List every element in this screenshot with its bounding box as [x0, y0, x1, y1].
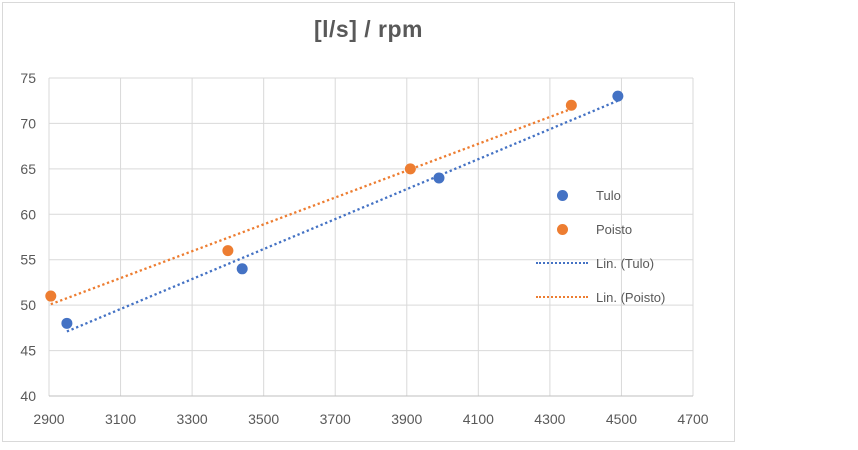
legend-dot-icon	[556, 189, 568, 201]
legend-dotted-line-icon	[536, 262, 588, 264]
x-axis-tick-label[interactable]: 4500	[606, 411, 637, 427]
x-axis-tick-label[interactable]: 3700	[320, 411, 351, 427]
legend-dotted-line-icon	[536, 296, 588, 298]
legend-dot-icon	[556, 223, 568, 235]
y-axis-tick-label[interactable]: 40	[20, 388, 36, 404]
data-point-tulo[interactable]	[61, 317, 73, 329]
x-axis-tick-label[interactable]: 3900	[391, 411, 422, 427]
data-point-poisto[interactable]	[565, 99, 577, 111]
legend-label: Lin. (Poisto)	[596, 289, 666, 305]
x-axis-tick-label[interactable]: 3500	[248, 411, 279, 427]
data-point-poisto[interactable]	[45, 290, 57, 302]
y-axis-tick-label[interactable]: 55	[20, 252, 36, 268]
chart-legend: Tulo Poisto Lin. (Tulo) Lin. (Poisto)	[532, 178, 665, 314]
x-axis-tick-label[interactable]: 4700	[677, 411, 708, 427]
chart-frame[interactable]	[2, 2, 735, 442]
x-axis-tick-label[interactable]: 2900	[33, 411, 64, 427]
legend-item-lin-poisto[interactable]: Lin. (Poisto)	[532, 280, 665, 314]
data-point-poisto[interactable]	[404, 163, 416, 175]
data-point-poisto[interactable]	[222, 245, 234, 257]
legend-label: Poisto	[596, 221, 633, 237]
y-axis-tick-label[interactable]: 70	[20, 115, 36, 131]
y-axis-tick-label[interactable]: 50	[20, 297, 36, 313]
data-point-tulo[interactable]	[433, 172, 445, 184]
x-axis-tick-label[interactable]: 4300	[534, 411, 565, 427]
chart-title[interactable]: [l/s] / rpm	[313, 16, 423, 42]
data-point-tulo[interactable]	[236, 263, 248, 275]
legend-label: Lin. (Tulo)	[596, 255, 655, 271]
trendline-lin-poisto[interactable]	[50, 107, 572, 306]
y-axis-tick-label[interactable]: 75	[20, 70, 36, 86]
y-axis-tick-label[interactable]: 60	[20, 206, 36, 222]
x-axis-tick-label[interactable]: 3100	[105, 411, 136, 427]
legend-label: Tulo	[596, 187, 621, 203]
x-axis-tick-label[interactable]: 4100	[463, 411, 494, 427]
legend-item-tulo[interactable]: Tulo	[532, 178, 665, 212]
y-axis-tick-label[interactable]: 65	[20, 161, 36, 177]
legend-item-poisto[interactable]: Poisto	[532, 212, 665, 246]
x-axis-tick-label[interactable]: 3300	[177, 411, 208, 427]
data-point-tulo[interactable]	[612, 90, 624, 102]
legend-item-lin-tulo[interactable]: Lin. (Tulo)	[532, 246, 665, 280]
y-axis-tick-label[interactable]: 45	[20, 343, 36, 359]
